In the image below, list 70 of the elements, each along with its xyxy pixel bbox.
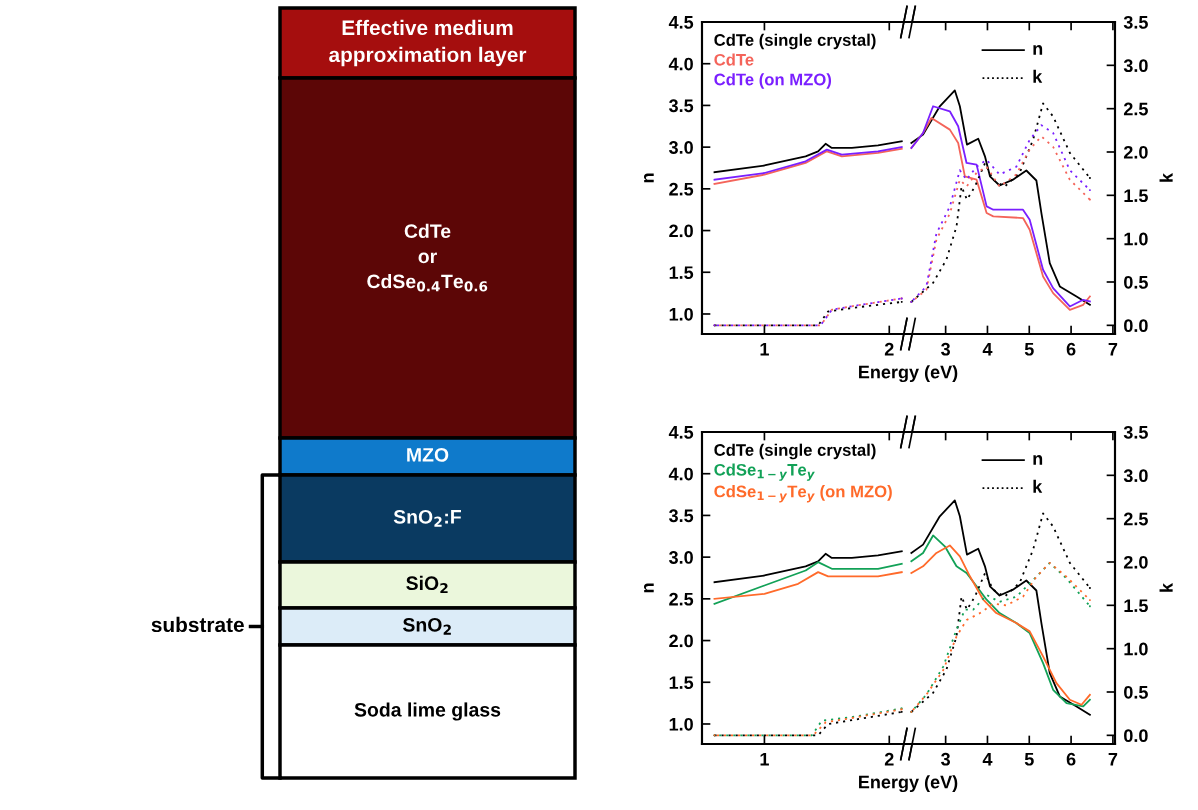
- y2-tick-label: 0.5: [1124, 275, 1148, 289]
- category-label: CdTe or CdSe$_{0.4}$Te$_{0.6}$: [367, 223, 488, 292]
- x-tick-label: 4: [982, 343, 993, 356]
- text: CdSe$_{1−y}$Te$_{y}$: [714, 463, 815, 481]
- y2-tick-label: 0.5: [1124, 685, 1148, 699]
- x-tick-label: 5: [1024, 753, 1034, 766]
- y2-tick-label: 1.5: [1124, 599, 1148, 613]
- y-tick-label: 4.0: [668, 467, 693, 481]
- y2-axis-title: k: [1159, 172, 1173, 182]
- x-tick-label: 6: [1066, 752, 1076, 766]
- y-tick-label: 1.5: [669, 676, 694, 689]
- x-tick-label: 4: [982, 753, 993, 766]
- x-tick-label: 7: [1108, 343, 1118, 356]
- x-tick-label: 2: [884, 752, 894, 766]
- x-tick-label: 3: [941, 342, 951, 356]
- y-axis-title: n: [643, 173, 654, 183]
- y2-tick-label: 1.5: [1124, 189, 1148, 203]
- y2-tick-label: 2.5: [1123, 102, 1148, 116]
- x-tick-label: 6: [1066, 342, 1076, 356]
- y-axis-title: n: [643, 583, 654, 593]
- y2-axis-title: k: [1159, 582, 1173, 592]
- y-tick-label: 2.0: [669, 634, 693, 648]
- x-axis-title: Energy (eV): [859, 365, 958, 383]
- y2-tick-label: 0.0: [1124, 319, 1148, 333]
- annotation: n: [1033, 455, 1043, 465]
- annotation: n: [1033, 45, 1043, 55]
- y-tick-label: 4.5: [668, 426, 694, 439]
- y2-tick-label: 2.0: [1123, 555, 1148, 569]
- y2-tick-label: 0.0: [1124, 729, 1148, 743]
- annotation: k: [1033, 479, 1043, 493]
- y2-tick-label: 2.0: [1123, 145, 1148, 159]
- y-tick-label: 2.5: [669, 592, 694, 606]
- y-tick-label: 3.0: [668, 551, 693, 564]
- legend-label: CdTe (single crystal): [714, 33, 876, 50]
- y-tick-label: 1.0: [669, 307, 693, 321]
- y2-tick-label: 1.0: [1124, 642, 1148, 656]
- category-label: SnO$_{2}$:F: [393, 509, 461, 527]
- x-tick-label: 1: [760, 343, 769, 356]
- y2-tick-label: 2.5: [1123, 512, 1148, 526]
- y-tick-label: 4.0: [668, 57, 693, 71]
- x-tick-label: 2: [884, 342, 894, 356]
- annotation: k: [1033, 69, 1043, 83]
- category-label: Effective medium approximation layer: [329, 19, 527, 67]
- legend-label: CdTe (single crystal): [714, 443, 876, 460]
- y2-tick-label: 3.0: [1123, 469, 1148, 483]
- x-tick-label: 5: [1024, 343, 1034, 356]
- y-tick-label: 1.0: [669, 717, 693, 731]
- category-label: MZO: [407, 447, 449, 462]
- y-tick-label: 3.5: [668, 99, 694, 113]
- text: CdTe (on MZO): [714, 73, 832, 89]
- x-axis-title: Energy (eV): [859, 775, 958, 793]
- y-tick-label: 2.5: [669, 182, 694, 196]
- x-tick-label: 1: [760, 753, 769, 766]
- y2-tick-label: 3.0: [1123, 59, 1148, 73]
- category-label: SiO$_{2}$: [406, 575, 448, 594]
- y-tick-label: 4.5: [668, 16, 694, 29]
- text: CdTe: [714, 53, 754, 66]
- x-tick-label: 7: [1108, 753, 1118, 766]
- y2-tick-label: 3.5: [1123, 425, 1148, 439]
- y-tick-label: 2.0: [669, 224, 693, 238]
- y-tick-label: 1.5: [669, 266, 694, 279]
- category-label: SnO$_{2}$: [402, 617, 451, 635]
- y-tick-label: 3.5: [668, 509, 694, 523]
- text: substrate: [151, 616, 244, 633]
- y2-tick-label: 1.0: [1124, 232, 1148, 246]
- y2-tick-label: 3.5: [1123, 15, 1148, 29]
- category-label: Soda lime glass: [354, 702, 501, 721]
- text: CdSe$_{1−y}$Te$_{y}$ (on MZO): [714, 485, 892, 503]
- x-tick-label: 3: [941, 752, 951, 766]
- y-tick-label: 3.0: [668, 141, 693, 154]
